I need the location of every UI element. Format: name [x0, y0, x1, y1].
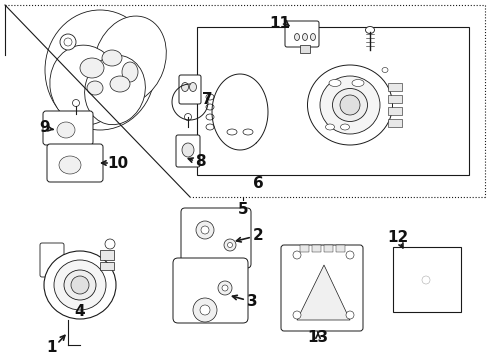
Circle shape — [293, 311, 301, 319]
Circle shape — [293, 251, 301, 259]
Circle shape — [73, 99, 79, 107]
Circle shape — [222, 285, 228, 291]
Circle shape — [196, 221, 214, 239]
Bar — [100, 262, 114, 270]
Circle shape — [227, 243, 232, 248]
Bar — [312, 245, 321, 252]
Ellipse shape — [302, 33, 308, 40]
Circle shape — [422, 276, 430, 284]
Ellipse shape — [352, 80, 364, 86]
Text: 6: 6 — [253, 176, 264, 192]
FancyBboxPatch shape — [281, 245, 363, 331]
Ellipse shape — [341, 124, 349, 130]
FancyBboxPatch shape — [43, 111, 93, 145]
Bar — [300, 45, 310, 53]
FancyBboxPatch shape — [179, 75, 201, 104]
Ellipse shape — [243, 129, 253, 135]
Ellipse shape — [190, 82, 196, 91]
Text: 13: 13 — [307, 330, 329, 346]
Circle shape — [200, 305, 210, 315]
Circle shape — [346, 311, 354, 319]
Ellipse shape — [87, 81, 103, 95]
Ellipse shape — [206, 94, 214, 100]
Ellipse shape — [294, 33, 299, 40]
Ellipse shape — [122, 62, 138, 82]
Circle shape — [224, 239, 236, 251]
Ellipse shape — [206, 114, 214, 120]
Ellipse shape — [59, 156, 81, 174]
Circle shape — [64, 38, 72, 46]
Ellipse shape — [382, 68, 388, 72]
Bar — [336, 245, 345, 252]
Bar — [388, 119, 402, 127]
Ellipse shape — [366, 27, 374, 33]
Circle shape — [105, 239, 115, 249]
Text: 2: 2 — [253, 229, 264, 243]
Ellipse shape — [333, 89, 368, 122]
Text: 5: 5 — [238, 202, 248, 217]
Polygon shape — [297, 265, 350, 320]
Bar — [393, 247, 461, 312]
Ellipse shape — [206, 104, 214, 110]
Ellipse shape — [320, 76, 380, 134]
Text: 9: 9 — [40, 121, 50, 135]
Ellipse shape — [102, 50, 122, 66]
FancyBboxPatch shape — [47, 144, 103, 182]
FancyBboxPatch shape — [181, 208, 251, 268]
Circle shape — [60, 34, 76, 50]
Circle shape — [201, 226, 209, 234]
Ellipse shape — [182, 143, 194, 157]
Ellipse shape — [54, 260, 106, 310]
Circle shape — [346, 251, 354, 259]
FancyBboxPatch shape — [285, 21, 319, 47]
Ellipse shape — [311, 33, 316, 40]
Circle shape — [218, 281, 232, 295]
Ellipse shape — [206, 124, 214, 130]
Ellipse shape — [50, 45, 120, 125]
Ellipse shape — [45, 10, 155, 130]
Text: 4: 4 — [74, 305, 85, 320]
Circle shape — [185, 113, 192, 121]
Bar — [324, 245, 333, 252]
Ellipse shape — [85, 55, 146, 125]
Text: 1: 1 — [47, 341, 57, 356]
Text: 3: 3 — [246, 294, 257, 310]
Text: 10: 10 — [107, 156, 128, 171]
Circle shape — [193, 298, 217, 322]
Ellipse shape — [325, 124, 335, 130]
Ellipse shape — [44, 251, 116, 319]
Bar — [388, 95, 402, 103]
Ellipse shape — [80, 58, 104, 78]
Ellipse shape — [94, 16, 166, 104]
FancyBboxPatch shape — [176, 135, 200, 167]
Text: 8: 8 — [195, 154, 205, 170]
Bar — [388, 83, 402, 91]
Bar — [388, 107, 402, 115]
Ellipse shape — [308, 65, 392, 145]
FancyBboxPatch shape — [40, 243, 64, 277]
Ellipse shape — [329, 80, 341, 86]
Text: 11: 11 — [270, 15, 291, 31]
Ellipse shape — [227, 129, 237, 135]
FancyBboxPatch shape — [173, 258, 248, 323]
Ellipse shape — [64, 270, 96, 300]
Bar — [300, 245, 309, 252]
Ellipse shape — [57, 122, 75, 138]
Text: 7: 7 — [202, 93, 212, 108]
Ellipse shape — [110, 76, 130, 92]
Bar — [100, 250, 114, 260]
Circle shape — [340, 95, 360, 115]
Circle shape — [71, 276, 89, 294]
Ellipse shape — [181, 82, 189, 91]
Text: 12: 12 — [388, 230, 409, 244]
Bar — [197, 27, 469, 175]
